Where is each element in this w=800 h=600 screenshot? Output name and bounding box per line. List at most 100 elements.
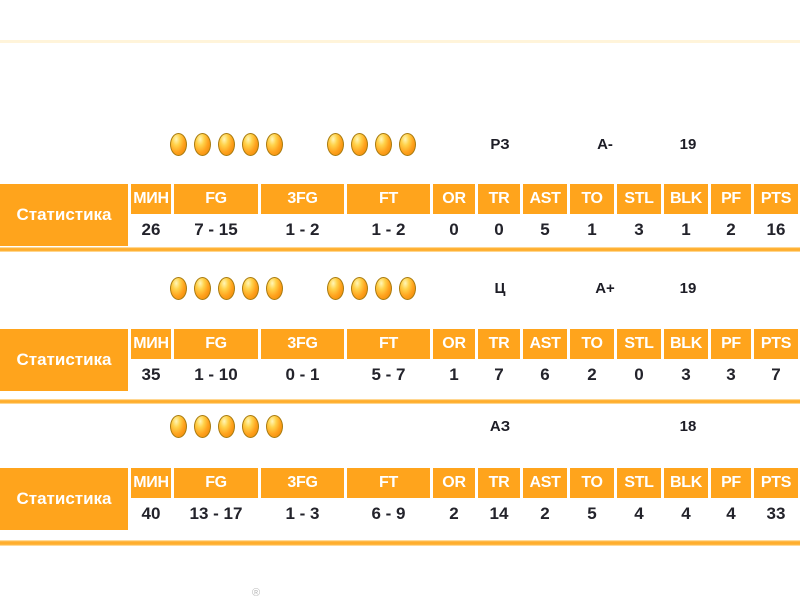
stat-header-cell: МИН [131, 329, 171, 359]
rating-ball-icon [327, 277, 344, 300]
stat-header-cell: STL [617, 468, 661, 498]
stat-value-cell: 2 [711, 214, 751, 246]
stat-header-cell: TO [570, 184, 614, 214]
stat-header-cell: FG [174, 329, 258, 359]
player-rating-balls [170, 133, 416, 157]
stat-value-cell: 2 [523, 498, 567, 530]
rating-ball-icon [170, 277, 187, 300]
stat-header-cell: BLK [664, 329, 708, 359]
stat-header-cell: FG [174, 184, 258, 214]
stat-header-cell: TO [570, 329, 614, 359]
stat-value-cell: 1 [664, 214, 708, 246]
stat-header-cell: TR [478, 468, 520, 498]
stat-value-cell: 3 [664, 359, 708, 391]
stat-value-cell: 26 [131, 214, 171, 246]
stat-value-cell: 4 [711, 498, 751, 530]
stat-value-cell: 33 [754, 498, 798, 530]
stat-value-cell: 1 [570, 214, 614, 246]
rating-ball-icon [327, 133, 344, 156]
stat-value-cell: 5 [570, 498, 614, 530]
stat-value-cell: 6 [523, 359, 567, 391]
stat-header-cell: TR [478, 184, 520, 214]
player-position-label: АЗ [489, 418, 511, 435]
stat-header-cell: PF [711, 184, 751, 214]
bottom-divider-line [0, 540, 800, 546]
rating-ball-icon [266, 415, 283, 438]
stat-header-cell: FT [347, 184, 430, 214]
stat-header-cell: PF [711, 468, 751, 498]
stat-header-cell: 3FG [261, 184, 344, 214]
stat-value-cell: 1 - 2 [347, 214, 430, 246]
section-divider-line [0, 399, 800, 404]
stat-value-cell: 3 [617, 214, 661, 246]
table-row-label: Статистика [0, 184, 128, 246]
rating-ball-icon [375, 277, 392, 300]
rating-ball-group [170, 277, 283, 301]
stat-header-cell: OR [433, 184, 475, 214]
player-grade-label: А- [597, 136, 613, 153]
top-divider-line [0, 40, 800, 43]
rating-ball-icon [375, 133, 392, 156]
stat-value-cell: 35 [131, 359, 171, 391]
stat-value-cell: 5 [523, 214, 567, 246]
player-position-label: РЗ [490, 136, 510, 153]
stat-header-cell: BLK [664, 468, 708, 498]
stat-value-cell: 16 [754, 214, 798, 246]
rating-ball-icon [194, 277, 211, 300]
stat-value-cell: 0 - 1 [261, 359, 344, 391]
stat-value-cell: 2 [433, 498, 475, 530]
stat-header-cell: OR [433, 468, 475, 498]
rating-ball-icon [351, 277, 368, 300]
rating-ball-icon [170, 415, 187, 438]
stat-value-cell: 2 [570, 359, 614, 391]
stat-value-cell: 4 [664, 498, 708, 530]
stat-header-cell: PTS [754, 468, 798, 498]
rating-ball-group [327, 133, 416, 157]
player-grade-label: А+ [595, 280, 615, 297]
stat-header-cell: PTS [754, 184, 798, 214]
section-divider-line [0, 247, 800, 252]
stat-header-cell: STL [617, 184, 661, 214]
rating-ball-group [170, 133, 283, 157]
rating-ball-icon [218, 415, 235, 438]
rating-ball-icon [399, 133, 416, 156]
stats-table: Статистика МИН 35 FG 1 - 10 3FG 0 - 1 FT 5 -… [0, 329, 800, 391]
player-number-label: 19 [679, 136, 697, 153]
stat-value-cell: 1 - 2 [261, 214, 344, 246]
stat-header-cell: 3FG [261, 468, 344, 498]
stat-value-cell: 0 [617, 359, 661, 391]
stat-value-cell: 4 [617, 498, 661, 530]
stat-header-cell: STL [617, 329, 661, 359]
stat-value-cell: 1 [433, 359, 475, 391]
stat-header-cell: МИН [131, 184, 171, 214]
rating-ball-icon [242, 133, 259, 156]
stat-value-cell: 1 - 3 [261, 498, 344, 530]
stat-value-cell: 40 [131, 498, 171, 530]
stat-header-cell: AST [523, 468, 567, 498]
rating-ball-icon [242, 277, 259, 300]
stat-value-cell: 0 [478, 214, 520, 246]
stat-header-cell: TR [478, 329, 520, 359]
stat-value-cell: 0 [433, 214, 475, 246]
rating-ball-group [327, 277, 416, 301]
stat-header-cell: BLK [664, 184, 708, 214]
rating-ball-icon [218, 133, 235, 156]
rating-ball-icon [399, 277, 416, 300]
stat-value-cell: 3 [711, 359, 751, 391]
stat-value-cell: 13 - 17 [174, 498, 258, 530]
player-number-label: 19 [679, 280, 697, 297]
rating-ball-icon [194, 415, 211, 438]
registered-trademark-glyph: ® [252, 587, 261, 599]
stat-header-cell: FT [347, 329, 430, 359]
rating-ball-icon [266, 133, 283, 156]
stat-header-cell: TO [570, 468, 614, 498]
rating-ball-icon [242, 415, 259, 438]
stat-value-cell: 7 [478, 359, 520, 391]
stat-value-cell: 5 - 7 [347, 359, 430, 391]
stat-value-cell: 7 - 15 [174, 214, 258, 246]
rating-ball-icon [194, 133, 211, 156]
stat-header-cell: FG [174, 468, 258, 498]
rating-ball-icon [266, 277, 283, 300]
stat-header-cell: PTS [754, 329, 798, 359]
